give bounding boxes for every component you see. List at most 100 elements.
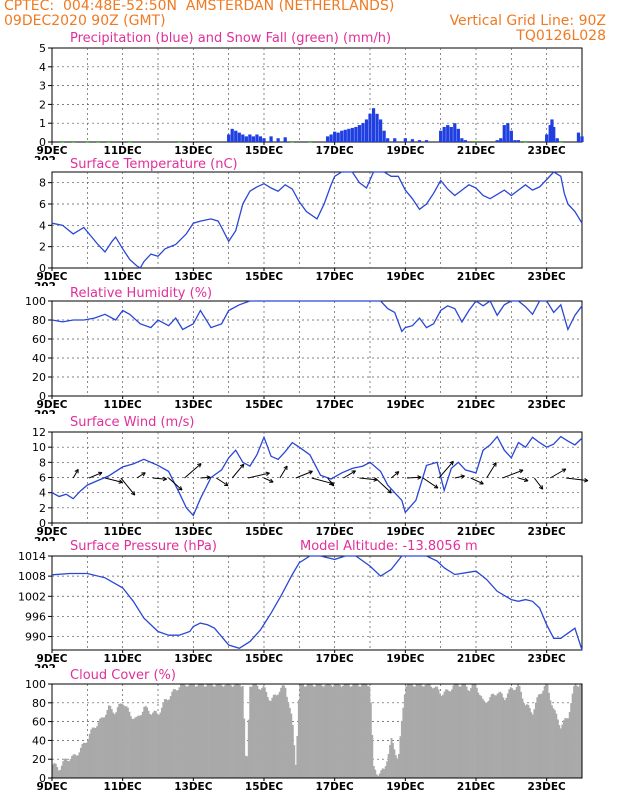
cloud-bar — [243, 718, 246, 778]
snow-bar — [85, 141, 89, 143]
x-tick-label: 11DEC — [104, 399, 143, 411]
y-tick-label: 4 — [39, 61, 46, 74]
cloud-bar — [336, 684, 338, 778]
precip-bar — [446, 125, 450, 142]
cloud-bar — [130, 716, 132, 778]
cloud-bar — [458, 686, 461, 778]
wind-vector — [200, 476, 211, 479]
cloud-bar — [558, 725, 561, 778]
cloud-bar — [540, 693, 543, 778]
cloud-bar — [389, 745, 391, 778]
cloud-bar — [512, 690, 515, 778]
cloud-bar — [380, 770, 383, 778]
wind-vector-head — [480, 480, 484, 485]
cloud-bar — [194, 686, 197, 778]
cloud-bar — [137, 715, 140, 778]
y-tick-label: 40 — [32, 352, 46, 365]
cloud-bar — [502, 697, 505, 778]
cloud-bar — [211, 684, 213, 778]
cloud-bar — [537, 694, 540, 778]
precip-bar — [244, 136, 248, 142]
y-tick-label: 0 — [39, 772, 46, 785]
cloud-bar — [402, 707, 405, 778]
y-tick-label: 10 — [32, 441, 46, 454]
cloud-bar — [489, 697, 492, 778]
precip-bar — [552, 126, 556, 142]
precip-bar — [506, 123, 510, 142]
cloud-bar — [97, 722, 100, 778]
cloud-bar — [94, 727, 97, 778]
wind-vector-head — [266, 472, 270, 477]
cloud-bar — [372, 766, 375, 778]
cloud-bar — [305, 686, 307, 778]
wind-vector-head — [177, 488, 183, 491]
cloud-bar — [150, 714, 153, 778]
precip-bar — [548, 125, 552, 142]
cloud-bar — [212, 686, 215, 778]
cloud-bar — [96, 726, 98, 778]
cloud-bar — [386, 761, 388, 778]
y-tick-label: 1008 — [18, 570, 46, 583]
precip-bar — [350, 127, 354, 142]
cloud-bar — [349, 686, 352, 778]
x-tick-label: 13DEC — [174, 145, 213, 157]
cloud-bar — [253, 684, 256, 778]
precip-bar — [439, 130, 443, 142]
wind-vector-head — [99, 472, 103, 476]
cloud-bar — [66, 760, 69, 778]
x-tick-label: 15DEC — [245, 526, 284, 538]
precip-bar — [375, 113, 379, 142]
cloud-bar — [296, 736, 299, 778]
cloud-bar — [290, 713, 293, 778]
cloud-bar — [180, 684, 182, 778]
cloud-bar — [138, 715, 141, 778]
cloud-bar — [399, 736, 402, 778]
cloud-bar — [534, 702, 537, 778]
x-tick-label: 23DEC — [528, 399, 567, 411]
cloud-bar — [352, 684, 355, 778]
x-tick-label: 9DEC — [37, 526, 68, 538]
cloud-bar — [53, 762, 56, 778]
x-tick-label: 15DEC — [245, 781, 284, 793]
precip-bar — [336, 132, 340, 142]
x-tick-label: 9DEC — [37, 399, 68, 411]
cloud-bar — [508, 689, 511, 778]
x-tick-label: 19DEC — [386, 145, 425, 157]
wind-vector-head — [133, 491, 136, 496]
cloud-bar — [334, 684, 337, 778]
cloud-bar — [408, 684, 411, 778]
cloud-bar — [103, 717, 106, 778]
cloud-bar — [361, 684, 363, 778]
cloud-bar — [300, 684, 303, 778]
cloud-bar — [62, 761, 65, 778]
cloud-bar — [527, 704, 530, 778]
cloud-bar — [269, 701, 272, 778]
precip-bar — [371, 108, 376, 142]
cloud-bar — [266, 697, 269, 778]
cloud-bar — [312, 686, 315, 778]
cloud-bar — [367, 686, 369, 778]
cloud-bar — [225, 684, 228, 778]
cloud-bar — [554, 710, 556, 778]
wind-vector-head — [74, 468, 79, 472]
cloud-bar — [174, 689, 176, 778]
cloud-bar — [147, 710, 150, 778]
cloud-bar — [265, 691, 268, 778]
x-tick-label: 21DEC — [457, 145, 496, 157]
precip-bar — [343, 129, 347, 142]
wind-vector-head — [180, 486, 183, 491]
y-tick-label: 8 — [39, 456, 46, 469]
cloud-bar — [185, 686, 188, 778]
cloud-bar — [417, 684, 419, 778]
cloud-bar — [448, 690, 450, 778]
cloud-bar — [280, 687, 282, 778]
wind-vector — [566, 477, 588, 482]
cloud-bar — [539, 693, 542, 778]
precip-bar — [460, 138, 464, 142]
cloud-bar — [474, 684, 477, 778]
x-tick-label: 23DEC — [528, 526, 567, 538]
precip-bar — [325, 136, 330, 142]
precip-bar — [357, 125, 362, 142]
cloud-bar — [261, 688, 263, 778]
